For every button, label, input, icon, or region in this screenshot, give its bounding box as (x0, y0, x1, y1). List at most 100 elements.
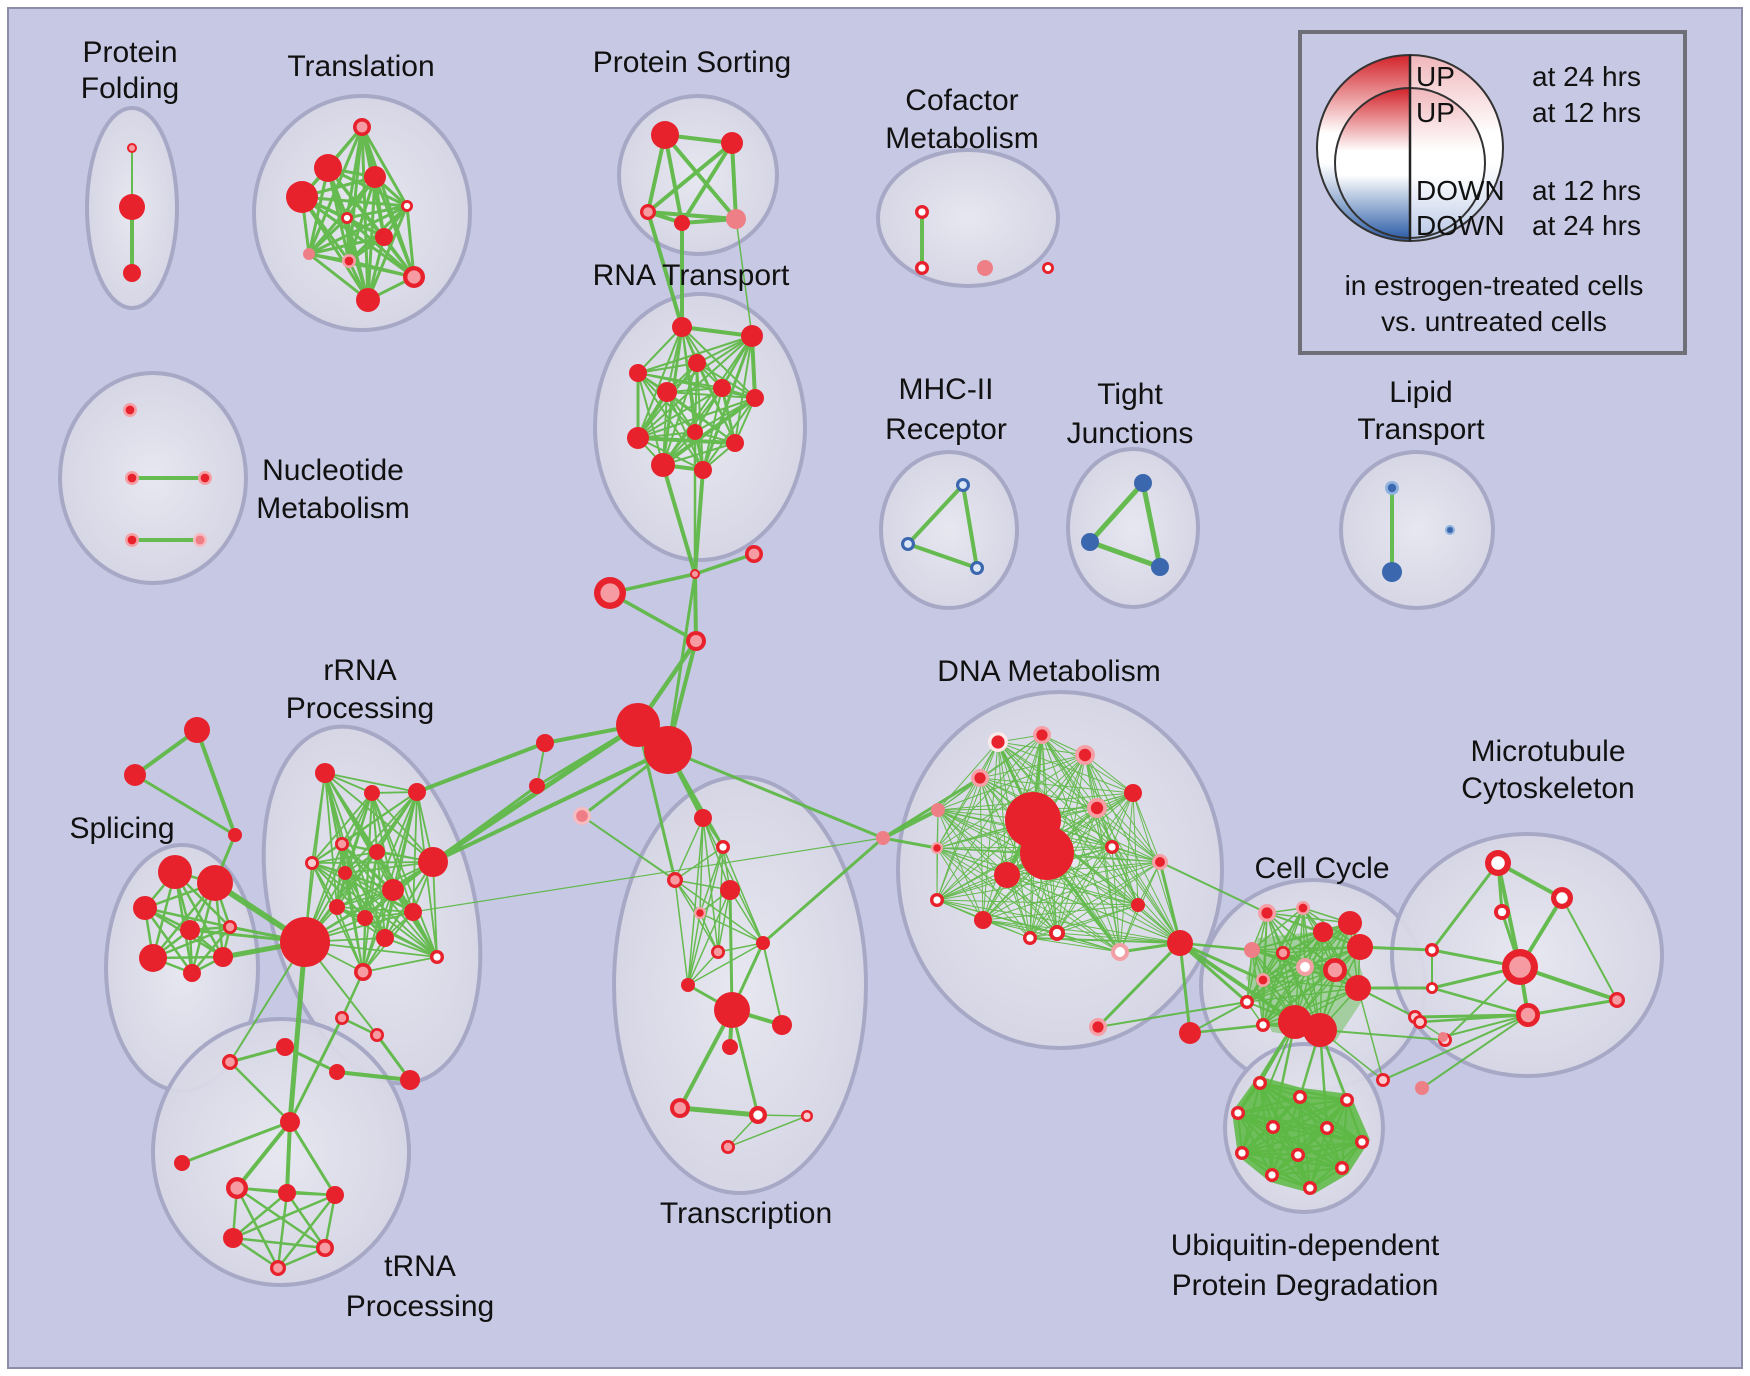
node-core (1358, 1138, 1366, 1146)
node-ring (1345, 975, 1371, 1001)
node-ring (329, 899, 345, 915)
edge (180, 1120, 292, 1165)
node-core (1294, 1151, 1302, 1159)
node-core (1278, 948, 1288, 958)
edge (729, 889, 764, 944)
node-core (933, 896, 941, 904)
edge (1096, 807, 1161, 863)
node-ring (213, 947, 233, 967)
node-ring (1167, 930, 1193, 956)
edge (1178, 941, 1297, 1024)
node-ring (280, 1112, 300, 1132)
edge (1294, 922, 1351, 1023)
node-core (670, 875, 680, 885)
node-ring (644, 726, 692, 774)
node-core (696, 909, 704, 917)
edge (646, 210, 738, 221)
node-core (195, 535, 205, 545)
edge (288, 1016, 344, 1124)
node-ring (1338, 911, 1362, 935)
edge (307, 216, 349, 256)
node-ring (994, 862, 1020, 888)
edge (680, 325, 754, 338)
edge (231, 1191, 289, 1240)
node-core (690, 635, 702, 647)
node-ring (657, 382, 677, 402)
node-core (1491, 856, 1505, 870)
node-core (307, 858, 317, 868)
legend-caption-1: vs. untreated cells (1381, 306, 1607, 337)
node-core (357, 966, 369, 978)
node-core (1447, 527, 1453, 533)
edge (1041, 734, 1161, 863)
edge (362, 917, 366, 973)
node-ring (627, 427, 649, 449)
cluster-label-tight-junctions: Tight (1097, 378, 1163, 411)
node-ring (977, 260, 993, 276)
node-core (1259, 1021, 1267, 1029)
node-core (1497, 907, 1507, 917)
edge (1178, 941, 1249, 1004)
edge (1246, 949, 1253, 1003)
node-ring (1131, 898, 1145, 912)
node-ring (408, 783, 426, 801)
edge (1236, 1095, 1302, 1115)
edge (1178, 941, 1192, 1035)
edge (636, 436, 737, 445)
edge (717, 889, 731, 953)
legend-direction-3: DOWN (1416, 210, 1505, 241)
node-ring (375, 228, 393, 246)
node-core (933, 844, 941, 852)
edge (345, 216, 370, 302)
node-core (904, 540, 912, 548)
edge (373, 175, 416, 279)
node-ring (1134, 474, 1152, 492)
edge (1158, 860, 1182, 945)
node-core (1428, 984, 1436, 992)
node-core (803, 1112, 811, 1120)
edge (608, 591, 698, 643)
cluster-label-trna-processing: Processing (346, 1290, 494, 1323)
edge (666, 572, 697, 752)
edge (982, 846, 1113, 921)
edge (677, 1105, 761, 1118)
edge (1430, 986, 1530, 1017)
cluster-ellipse-mhc-ii-receptor (879, 450, 1019, 610)
node-ring (1438, 1032, 1448, 1042)
node-core (1036, 729, 1048, 741)
node-core (991, 735, 1005, 749)
node-core (1078, 748, 1092, 762)
node-core (1343, 1096, 1351, 1104)
edge (663, 133, 684, 225)
node-ring (197, 865, 233, 901)
edge (674, 879, 689, 986)
node-core (959, 481, 967, 489)
node-ring (338, 866, 352, 880)
edge (1240, 1126, 1329, 1155)
edge (936, 847, 984, 921)
node-ring (720, 880, 740, 900)
node-ring (376, 929, 394, 947)
edge (681, 326, 756, 399)
node-core (918, 208, 926, 216)
node-core (343, 214, 351, 222)
legend-ring-12h-left (1335, 88, 1410, 238)
cluster-ellipse-cofactor-metabolism (876, 148, 1060, 288)
edge (936, 861, 1161, 901)
node-core (576, 810, 588, 822)
node-ring (1347, 934, 1373, 960)
edge (936, 847, 1121, 953)
node-core (713, 947, 723, 957)
edge (228, 1045, 287, 1064)
edge (1251, 946, 1361, 951)
edge (1270, 1166, 1344, 1177)
node-core (337, 1013, 347, 1023)
node-ring (184, 717, 210, 743)
edge (693, 552, 756, 576)
node-core (1243, 998, 1251, 1006)
node-ring (876, 831, 890, 845)
cluster-label-protein-folding: Folding (81, 72, 179, 105)
edge (881, 836, 939, 850)
node-ring (139, 944, 167, 972)
